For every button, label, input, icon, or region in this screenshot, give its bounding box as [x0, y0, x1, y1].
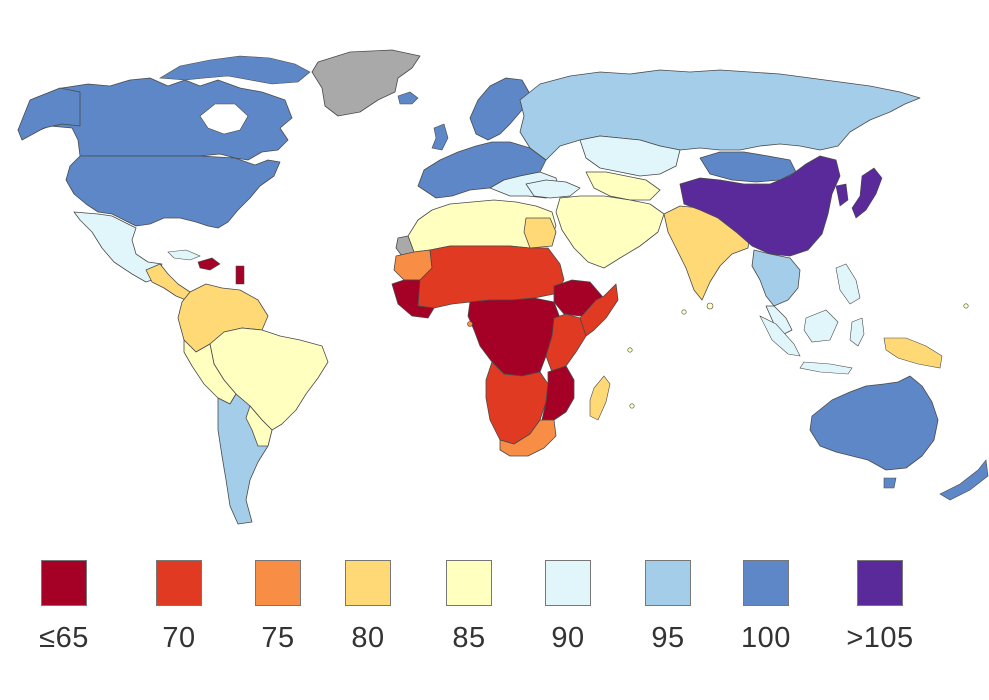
legend-item: 70 [124, 555, 234, 675]
haiti [197, 257, 221, 271]
legend-item: ≤65 [9, 555, 119, 675]
southeast-asia [751, 249, 801, 307]
legend-swatch [255, 560, 301, 606]
mexico [73, 211, 163, 283]
legend-label: 75 [261, 622, 295, 654]
usa [65, 155, 281, 229]
legend-swatch [156, 560, 202, 606]
philippines [835, 263, 861, 305]
egypt [523, 217, 557, 249]
alaska [17, 87, 81, 141]
legend: ≤65 70 75 80 85 90 95 100 >105 [0, 555, 989, 700]
turkey [525, 179, 581, 199]
central-asia [585, 171, 661, 201]
lesser-antilles [235, 265, 245, 285]
legend-label: 80 [351, 622, 385, 654]
legend-swatch [345, 560, 391, 606]
legend-label: ≤65 [39, 622, 89, 654]
world-map-svg [17, 49, 989, 525]
legend-label: 90 [551, 622, 585, 654]
legend-item: 100 [711, 555, 821, 675]
legend-item: 95 [613, 555, 723, 675]
legend-item: 90 [513, 555, 623, 675]
greenland [311, 49, 421, 117]
kazakhstan [579, 135, 681, 177]
mongolia [699, 151, 797, 183]
legend-swatch [645, 560, 691, 606]
sri-lanka [706, 302, 714, 310]
legend-swatch [446, 560, 492, 606]
sulawesi [849, 317, 865, 347]
legend-item: 85 [414, 555, 524, 675]
legend-item: >105 [825, 555, 935, 675]
pacific-island [963, 303, 969, 309]
central-america [145, 263, 191, 301]
uk [431, 123, 449, 151]
legend-swatch [41, 560, 87, 606]
legend-swatch [857, 560, 903, 606]
legend-label: 70 [162, 622, 196, 654]
maldives [681, 309, 687, 315]
korea [835, 183, 849, 207]
south-africa [499, 419, 557, 457]
sahel [411, 245, 565, 309]
legend-item: 80 [313, 555, 423, 675]
java [799, 361, 853, 375]
legend-label: >105 [846, 622, 914, 654]
world-map [17, 49, 989, 525]
borneo [803, 309, 839, 343]
hudson-bay [199, 103, 249, 135]
west-africa-coast [391, 279, 435, 319]
middle-east [555, 195, 665, 269]
madagascar [589, 375, 611, 421]
canada-arctic-islands [159, 55, 311, 85]
mozambique [541, 365, 575, 421]
new-zealand [939, 459, 989, 501]
legend-label: 95 [651, 622, 685, 654]
legend-swatch [743, 560, 789, 606]
legend-label: 100 [741, 622, 791, 654]
legend-swatch [545, 560, 591, 606]
paraguay-uruguay [245, 405, 273, 447]
iceland [397, 91, 419, 105]
east-africa [545, 313, 587, 373]
russia [519, 69, 921, 161]
new-guinea [883, 337, 943, 369]
mauritius [629, 403, 635, 409]
legend-label: 85 [452, 622, 486, 654]
japan [851, 167, 883, 219]
legend-item: 75 [223, 555, 333, 675]
sao-tome [467, 321, 473, 327]
tasmania [883, 477, 897, 489]
sumatra [759, 315, 801, 357]
australia [809, 375, 939, 471]
central-africa [467, 297, 561, 377]
china [679, 155, 841, 257]
cuba [167, 249, 201, 261]
seychelles [627, 347, 633, 353]
